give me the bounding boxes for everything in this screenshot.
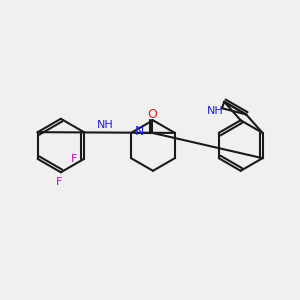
Text: NH: NH — [207, 106, 224, 116]
Text: F: F — [71, 154, 78, 164]
Text: NH: NH — [96, 119, 113, 130]
Text: F: F — [56, 177, 62, 187]
Text: O: O — [148, 108, 158, 121]
Text: N: N — [135, 125, 144, 138]
